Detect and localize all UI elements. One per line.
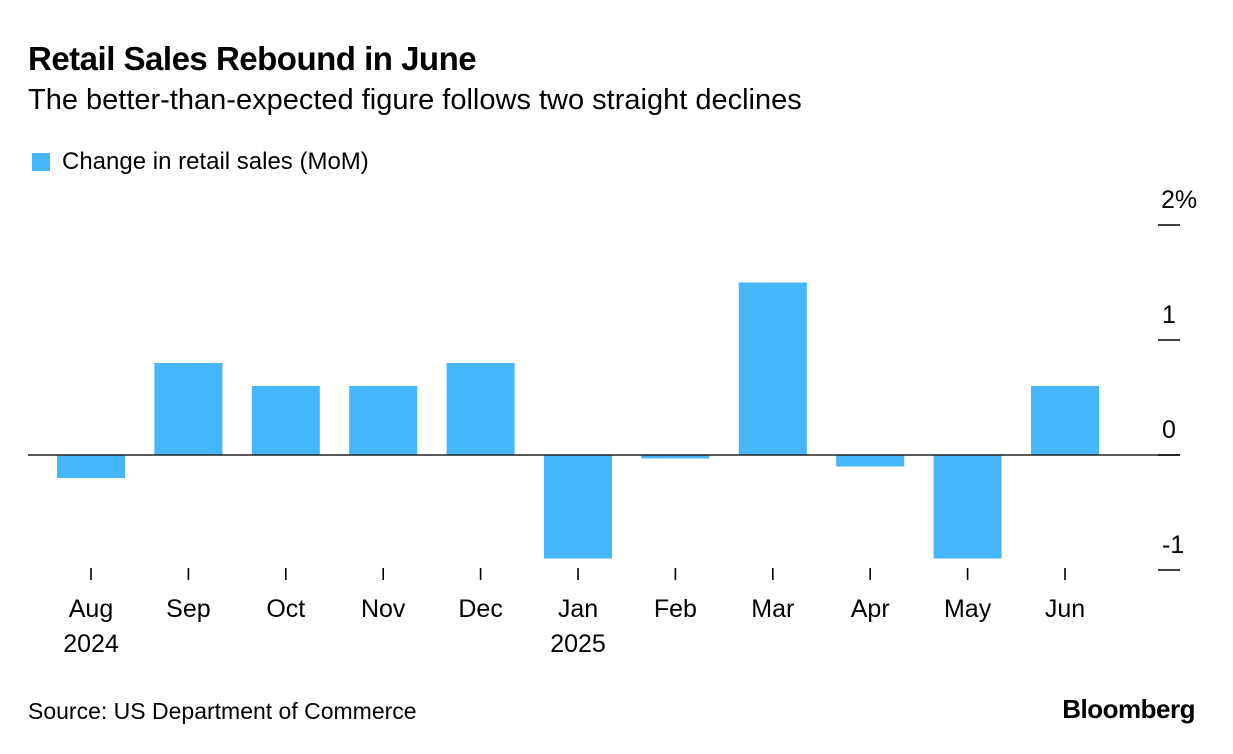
x-tick-label: Apr <box>851 595 890 623</box>
y-tick-label: 0 <box>1162 416 1176 444</box>
y-tick-label: 1 <box>1162 301 1176 329</box>
x-tick-label: Oct <box>266 595 305 623</box>
bar-apr <box>836 455 905 467</box>
bar-nov <box>349 386 418 455</box>
x-tick-label: Jun <box>1045 595 1085 623</box>
bar-dec <box>446 363 515 455</box>
y-tick-label: 2% <box>1161 186 1197 214</box>
legend-swatch <box>32 153 50 171</box>
x-tick-label: Feb <box>654 595 697 623</box>
x-tick-label: May <box>944 595 992 623</box>
x-tick-label: Nov <box>361 595 406 623</box>
x-tick-label: Aug <box>69 595 113 623</box>
bar-feb <box>641 455 710 459</box>
bar-sep <box>154 363 223 455</box>
bar-oct <box>251 386 320 455</box>
x-tick-label: Sep <box>166 595 210 623</box>
chart-title: Retail Sales Rebound in June <box>28 40 477 77</box>
bar-mar <box>738 282 807 455</box>
source-note: Source: US Department of Commerce <box>28 698 417 724</box>
x-tick-year-label: 2024 <box>63 630 119 658</box>
x-tick-label: Dec <box>458 595 502 623</box>
bar-jan <box>544 455 612 559</box>
bar-aug <box>57 455 125 478</box>
legend: Change in retail sales (MoM) <box>32 148 369 176</box>
legend-label: Change in retail sales (MoM) <box>62 148 369 175</box>
x-tick-label: Jan <box>558 595 598 623</box>
bloomberg-logo: Bloomberg <box>1062 694 1195 724</box>
chart-subtitle: The better-than-expected figure follows … <box>28 84 802 116</box>
y-tick-label: -1 <box>1162 531 1184 559</box>
bar-jun <box>1031 386 1099 455</box>
x-tick-year-label: 2025 <box>550 630 606 658</box>
bar-may <box>933 455 1002 559</box>
x-tick-label: Mar <box>751 595 794 623</box>
